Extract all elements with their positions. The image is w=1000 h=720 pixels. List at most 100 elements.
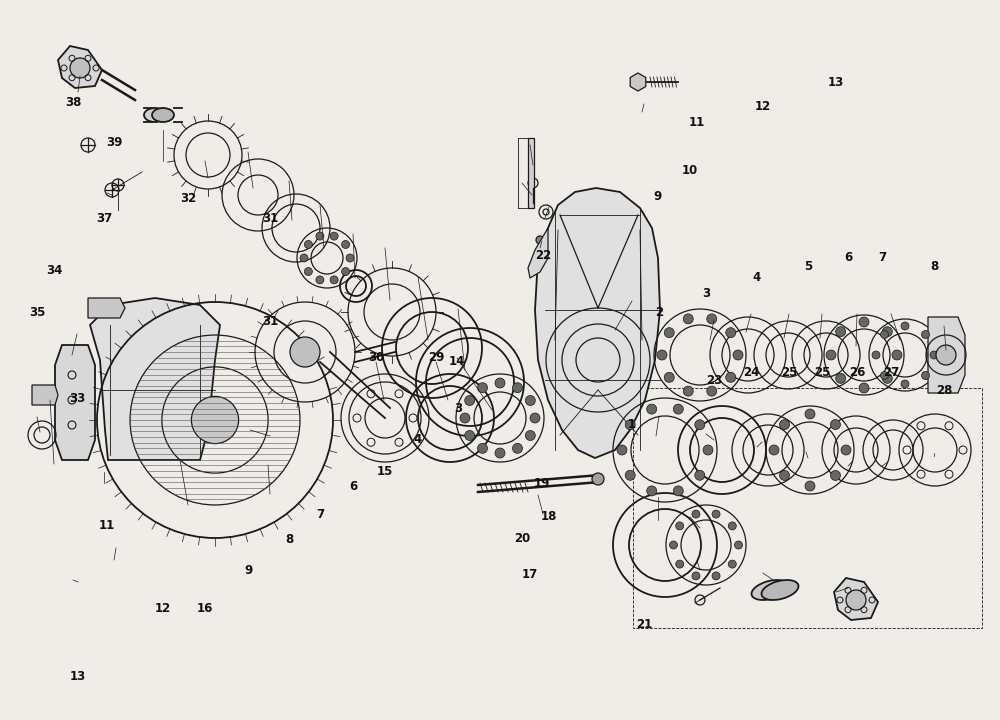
Text: 1: 1 [628, 418, 636, 431]
Text: 8: 8 [930, 260, 938, 273]
Circle shape [882, 327, 892, 337]
Text: 7: 7 [878, 251, 886, 264]
Polygon shape [834, 578, 878, 620]
Circle shape [872, 351, 880, 359]
Circle shape [530, 413, 540, 423]
Circle shape [859, 383, 869, 393]
Circle shape [769, 445, 779, 455]
Polygon shape [88, 298, 125, 318]
Circle shape [830, 470, 840, 480]
Circle shape [465, 395, 475, 405]
Text: 11: 11 [99, 519, 115, 532]
Ellipse shape [152, 108, 174, 122]
Circle shape [922, 372, 930, 379]
Circle shape [673, 486, 683, 496]
Ellipse shape [762, 580, 798, 600]
Circle shape [304, 240, 312, 248]
Circle shape [70, 58, 90, 78]
Circle shape [625, 470, 635, 480]
Text: 30: 30 [368, 351, 384, 364]
Circle shape [525, 431, 535, 441]
Circle shape [780, 420, 790, 430]
Text: 34: 34 [46, 264, 62, 277]
Circle shape [901, 322, 909, 330]
Circle shape [841, 445, 851, 455]
Circle shape [826, 350, 836, 360]
Circle shape [728, 522, 736, 530]
Circle shape [525, 395, 535, 405]
Polygon shape [90, 298, 220, 460]
Circle shape [683, 386, 693, 396]
Text: 12: 12 [755, 100, 771, 113]
Circle shape [460, 413, 470, 423]
Polygon shape [928, 317, 965, 393]
Circle shape [922, 330, 930, 338]
Circle shape [346, 254, 354, 262]
Text: 31: 31 [262, 315, 278, 328]
Circle shape [882, 374, 892, 383]
Text: 6: 6 [349, 480, 357, 492]
Circle shape [536, 236, 544, 244]
Text: 29: 29 [428, 351, 444, 364]
Polygon shape [55, 345, 95, 460]
Circle shape [880, 330, 888, 338]
Text: 23: 23 [706, 374, 722, 387]
Circle shape [712, 510, 720, 518]
Circle shape [342, 240, 350, 248]
Text: 22: 22 [535, 249, 551, 262]
Text: 14: 14 [449, 355, 465, 368]
Circle shape [673, 404, 683, 414]
Text: 6: 6 [844, 251, 852, 264]
Text: 33: 33 [69, 392, 85, 405]
Circle shape [880, 372, 888, 379]
Text: 21: 21 [636, 618, 652, 631]
Circle shape [664, 328, 674, 338]
Text: 26: 26 [849, 366, 865, 379]
Text: 38: 38 [65, 96, 81, 109]
Circle shape [657, 350, 667, 360]
Text: 25: 25 [814, 366, 830, 379]
Circle shape [676, 522, 684, 530]
Circle shape [836, 327, 846, 337]
Text: 27: 27 [883, 366, 899, 379]
Text: 12: 12 [155, 602, 171, 615]
Circle shape [316, 276, 324, 284]
Circle shape [330, 276, 338, 284]
Text: 28: 28 [936, 384, 952, 397]
Circle shape [805, 481, 815, 491]
Circle shape [692, 572, 700, 580]
Text: 39: 39 [106, 136, 122, 149]
Text: 8: 8 [285, 533, 293, 546]
Circle shape [836, 374, 846, 383]
Text: 5: 5 [804, 260, 812, 273]
Polygon shape [528, 138, 534, 208]
Text: 4: 4 [414, 433, 422, 446]
Ellipse shape [144, 108, 166, 122]
Circle shape [512, 383, 522, 392]
Ellipse shape [752, 580, 788, 600]
Circle shape [846, 590, 866, 610]
Circle shape [191, 397, 239, 444]
Circle shape [892, 350, 902, 360]
Circle shape [512, 444, 522, 454]
Circle shape [695, 470, 705, 480]
Text: 13: 13 [70, 670, 86, 683]
Circle shape [830, 420, 840, 430]
Text: 4: 4 [753, 271, 761, 284]
Circle shape [670, 541, 678, 549]
Polygon shape [32, 385, 58, 405]
Text: 13: 13 [828, 76, 844, 89]
Circle shape [617, 445, 627, 455]
Circle shape [695, 420, 705, 430]
Text: 17: 17 [522, 568, 538, 581]
Circle shape [707, 386, 717, 396]
Circle shape [901, 380, 909, 388]
Circle shape [300, 254, 308, 262]
Circle shape [930, 351, 938, 359]
Circle shape [647, 404, 657, 414]
Circle shape [805, 409, 815, 419]
Circle shape [290, 337, 320, 367]
Text: 37: 37 [96, 212, 112, 225]
Circle shape [692, 510, 700, 518]
Text: 25: 25 [781, 366, 797, 379]
